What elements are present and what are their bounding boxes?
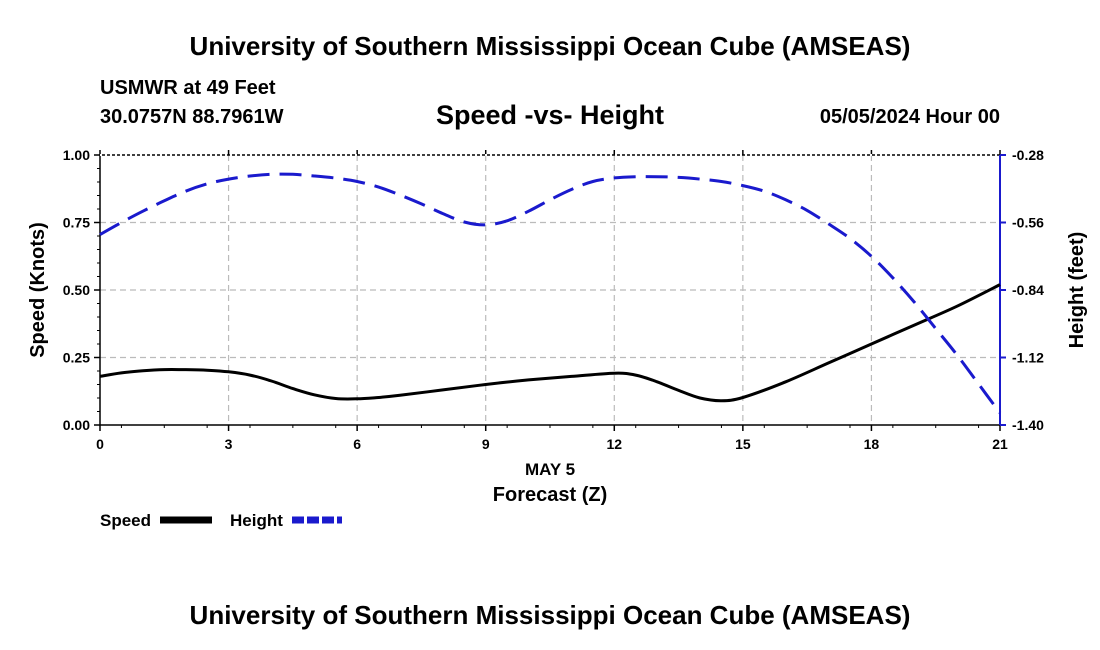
main-title: University of Southern Mississippi Ocean… bbox=[189, 31, 911, 61]
x-tick-label: 21 bbox=[992, 436, 1008, 452]
y-tick-label-right: -0.28 bbox=[1012, 147, 1044, 163]
legend: Speed Height bbox=[100, 511, 342, 530]
y-tick-label-right: -1.12 bbox=[1012, 350, 1044, 366]
x-tick-label: 3 bbox=[225, 436, 233, 452]
x-tick-label: 9 bbox=[482, 436, 490, 452]
x-tick-label: 12 bbox=[606, 436, 622, 452]
tick-layer bbox=[94, 150, 1006, 431]
y-tick-label-left: 0.75 bbox=[63, 215, 90, 231]
series-line-height bbox=[99, 172, 1002, 414]
y-axis-title-right: Height (feet) bbox=[1066, 232, 1088, 349]
y-tick-label-left: 0.00 bbox=[63, 417, 90, 433]
footer-title: University of Southern Mississippi Ocean… bbox=[189, 600, 911, 630]
forecast-datetime: 05/05/2024 Hour 00 bbox=[819, 106, 1000, 128]
legend-label-speed: Speed bbox=[100, 511, 151, 530]
y-tick-label-left: 0.50 bbox=[63, 282, 90, 298]
y-tick-label-right: -1.40 bbox=[1012, 417, 1044, 433]
station-coordinates: 30.0757N 88.7961W bbox=[100, 106, 284, 128]
y-tick-label-right: -0.84 bbox=[1012, 282, 1044, 298]
label-layer: 0 3 6 9 12 15 18 21 0.00 0.25 0.50 0.75 1.00 -1.40 -1.… bbox=[27, 147, 1088, 506]
series-line-speed bbox=[99, 283, 1001, 403]
y-tick-label-left: 1.00 bbox=[63, 147, 90, 163]
y-tick-label-right: -0.56 bbox=[1012, 215, 1044, 231]
x-axis-date-label: MAY 5 bbox=[525, 460, 575, 479]
chart-subtitle: Speed -vs- Height bbox=[435, 100, 665, 130]
y-tick-label-left: 0.25 bbox=[63, 350, 90, 366]
y-axis-title-left: Speed (Knots) bbox=[27, 222, 49, 358]
station-label: USMWR at 49 Feet bbox=[100, 77, 276, 99]
legend-label-height: Height bbox=[230, 511, 283, 530]
x-tick-label: 18 bbox=[864, 436, 880, 452]
x-tick-label: 0 bbox=[96, 436, 104, 452]
series-layer bbox=[99, 172, 1002, 414]
grid-layer bbox=[100, 155, 1000, 425]
x-tick-label: 6 bbox=[353, 436, 361, 452]
x-axis-title: Forecast (Z) bbox=[493, 484, 607, 506]
x-tick-label: 15 bbox=[735, 436, 751, 452]
